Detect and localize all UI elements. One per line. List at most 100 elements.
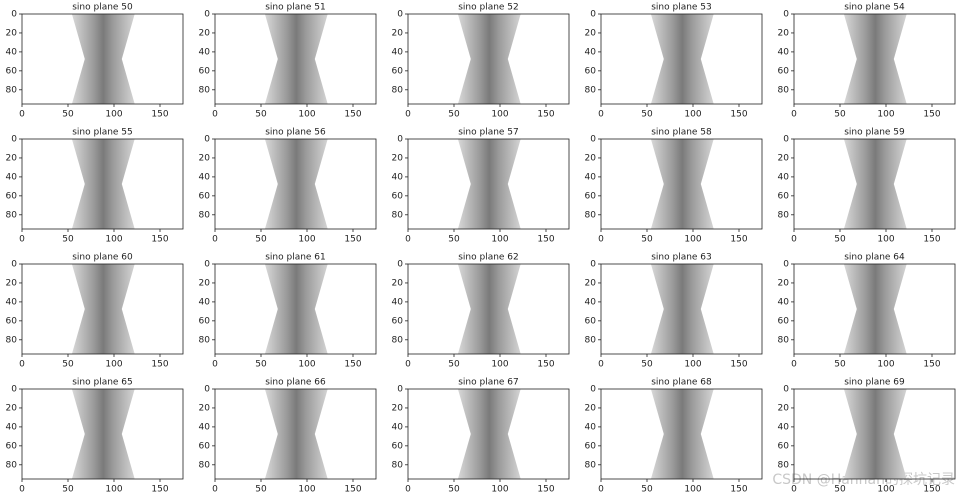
y-tick-label: 80: [392, 85, 404, 95]
axes-frame: [214, 388, 377, 480]
y-tick-label: 20: [6, 403, 18, 413]
axes-frame: [600, 263, 763, 355]
x-tick-label: 100: [298, 110, 315, 120]
x-tick-label: 0: [405, 235, 411, 245]
y-tick-label: 60: [6, 441, 18, 451]
x-tick-label: 100: [105, 235, 122, 245]
y-tick-label: 80: [392, 335, 404, 345]
y-tick-label: 60: [199, 441, 211, 451]
subplot-title: sino plane 54: [844, 3, 905, 13]
y-tick-label: 80: [6, 460, 18, 470]
y-tick-label: 40: [199, 172, 211, 182]
y-tick-label: 80: [585, 85, 597, 95]
x-tick-label: 100: [491, 360, 508, 370]
y-tick-label: 20: [6, 278, 18, 288]
subplot-title: sino plane 60: [72, 253, 133, 263]
x-tick-label: 0: [598, 110, 604, 120]
sinogram-image: [457, 389, 521, 479]
x-tick-label: 150: [537, 110, 554, 120]
y-tick-label: 60: [585, 316, 597, 326]
axes-frame: [600, 138, 763, 230]
x-tick-label: 50: [834, 360, 846, 370]
x-tick-label: 150: [344, 235, 361, 245]
x-tick-label: 0: [212, 235, 218, 245]
x-tick-label: 0: [212, 485, 218, 495]
axes-frame: [21, 263, 184, 355]
x-tick-label: 50: [448, 485, 460, 495]
sinogram-image: [264, 389, 328, 479]
y-tick-label: 20: [585, 278, 597, 288]
x-tick-label: 50: [641, 235, 653, 245]
y-tick-label: 20: [585, 153, 597, 163]
x-tick-label: 100: [877, 360, 894, 370]
x-tick-label: 100: [298, 360, 315, 370]
x-tick-label: 100: [491, 110, 508, 120]
x-tick-label: 0: [212, 110, 218, 120]
y-tick-label: 60: [392, 316, 404, 326]
y-tick-label: 40: [6, 172, 18, 182]
y-tick-label: 20: [199, 153, 211, 163]
x-tick-label: 150: [344, 110, 361, 120]
sinogram-image: [650, 14, 714, 104]
y-tick-label: 60: [392, 191, 404, 201]
axes-frame: [793, 138, 956, 230]
subplot-title: sino plane 68: [651, 378, 712, 388]
x-tick-label: 100: [684, 360, 701, 370]
x-tick-label: 0: [791, 110, 797, 120]
x-tick-label: 0: [19, 235, 25, 245]
x-tick-label: 100: [877, 235, 894, 245]
axes-frame: [214, 13, 377, 105]
y-tick-label: 40: [585, 422, 597, 432]
x-tick-label: 0: [212, 360, 218, 370]
y-tick-label: 20: [6, 28, 18, 38]
subplot-title: sino plane 52: [458, 3, 519, 13]
axes-frame: [407, 263, 570, 355]
y-tick-label: 0: [397, 10, 403, 20]
y-tick-label: 80: [6, 210, 18, 220]
sinogram-image: [650, 389, 714, 479]
x-tick-label: 50: [834, 235, 846, 245]
x-tick-label: 50: [62, 485, 74, 495]
x-tick-label: 50: [448, 360, 460, 370]
subplot-title: sino plane 53: [651, 3, 712, 13]
y-tick-label: 80: [6, 85, 18, 95]
y-tick-label: 0: [397, 260, 403, 270]
y-tick-label: 40: [585, 297, 597, 307]
x-tick-label: 50: [834, 485, 846, 495]
y-tick-label: 20: [778, 403, 790, 413]
sinogram-image: [71, 264, 135, 354]
axes-frame: [793, 263, 956, 355]
x-tick-label: 50: [62, 110, 74, 120]
x-tick-label: 100: [298, 235, 315, 245]
subplot-title: sino plane 55: [72, 128, 133, 138]
x-tick-label: 150: [537, 235, 554, 245]
sinogram-image: [264, 139, 328, 229]
x-tick-label: 100: [684, 485, 701, 495]
sinogram-image: [71, 389, 135, 479]
y-tick-label: 80: [778, 335, 790, 345]
subplot-title: sino plane 65: [72, 378, 133, 388]
x-tick-label: 150: [151, 485, 168, 495]
x-tick-label: 50: [834, 110, 846, 120]
y-tick-label: 60: [199, 191, 211, 201]
y-tick-label: 40: [778, 172, 790, 182]
y-tick-label: 0: [783, 135, 789, 145]
axes-frame: [600, 13, 763, 105]
y-tick-label: 20: [199, 278, 211, 288]
y-tick-label: 0: [590, 385, 596, 395]
x-tick-label: 100: [877, 110, 894, 120]
x-tick-label: 150: [344, 485, 361, 495]
x-tick-label: 0: [405, 360, 411, 370]
y-tick-label: 40: [392, 172, 404, 182]
x-tick-label: 50: [448, 110, 460, 120]
y-tick-label: 60: [199, 66, 211, 76]
y-tick-label: 0: [590, 260, 596, 270]
y-tick-label: 0: [11, 385, 17, 395]
y-tick-label: 40: [199, 422, 211, 432]
subplot-title: sino plane 67: [458, 378, 519, 388]
x-tick-label: 50: [255, 360, 267, 370]
sinogram-image: [457, 14, 521, 104]
axes-frame: [600, 388, 763, 480]
x-tick-label: 50: [62, 235, 74, 245]
y-tick-label: 20: [199, 28, 211, 38]
